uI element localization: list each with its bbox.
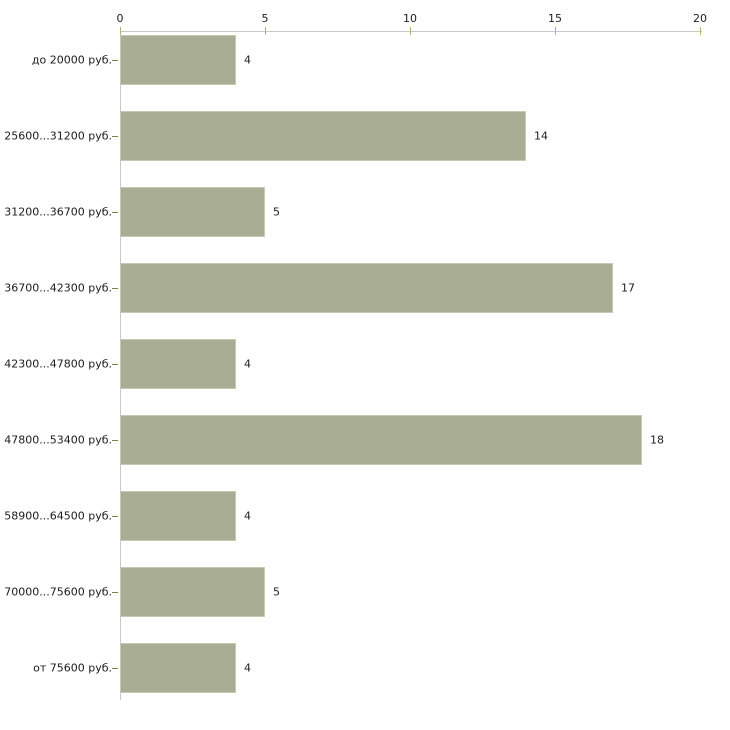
value-label: 14: [534, 129, 548, 143]
category-label: 42300...47800 руб.: [4, 357, 112, 371]
bar-row: 47800...53400 руб. 18: [0, 415, 730, 465]
value-label: 18: [650, 433, 664, 447]
value-label: 17: [621, 281, 635, 295]
value-label: 4: [244, 357, 251, 371]
category-label: 31200...36700 руб.: [4, 205, 112, 219]
x-axis-line: [120, 31, 702, 32]
value-label: 4: [244, 53, 251, 67]
bar: [120, 339, 236, 389]
x-tick-mark: [410, 27, 411, 35]
y-tick-mark: [112, 516, 118, 517]
y-tick-mark: [112, 440, 118, 441]
value-label: 4: [244, 509, 251, 523]
category-label: 58900...64500 руб.: [4, 509, 112, 523]
bar-row: 31200...36700 руб. 5: [0, 187, 730, 237]
category-label: от 75600 руб.: [33, 661, 112, 675]
value-label: 5: [273, 585, 280, 599]
category-label: 25600...31200 руб.: [4, 129, 112, 143]
x-tick-mark: [555, 27, 556, 35]
y-tick-mark: [112, 288, 118, 289]
x-tick-mark: [700, 27, 701, 35]
bar-row: до 20000 руб. 4: [0, 35, 730, 85]
category-label: 70000...75600 руб.: [4, 585, 112, 599]
bar: [120, 415, 642, 465]
bar: [120, 111, 526, 161]
x-tick-label: 5: [261, 12, 269, 25]
x-tick-mark: [120, 27, 121, 35]
x-tick-mark: [265, 27, 266, 35]
bar: [120, 567, 265, 617]
bar-row: 36700...42300 руб. 17: [0, 263, 730, 313]
y-tick-mark: [112, 212, 118, 213]
y-tick-mark: [112, 364, 118, 365]
category-label: до 20000 руб.: [31, 53, 112, 67]
y-tick-mark: [112, 60, 118, 61]
value-label: 4: [244, 661, 251, 675]
bar: [120, 35, 236, 85]
y-tick-mark: [112, 592, 118, 593]
bar-row: 42300...47800 руб. 4: [0, 339, 730, 389]
category-label: 47800...53400 руб.: [4, 433, 112, 447]
x-tick-label: 0: [116, 12, 124, 25]
bar-row: 25600...31200 руб. 14: [0, 111, 730, 161]
bar: [120, 187, 265, 237]
x-tick-label: 20: [693, 12, 707, 25]
y-tick-mark: [112, 668, 118, 669]
bar: [120, 491, 236, 541]
bar-row: 58900...64500 руб. 4: [0, 491, 730, 541]
category-label: 36700...42300 руб.: [4, 281, 112, 295]
bar-row: от 75600 руб. 4: [0, 643, 730, 693]
bar: [120, 643, 236, 693]
y-tick-mark: [112, 136, 118, 137]
x-tick-label: 10: [403, 12, 417, 25]
value-label: 5: [273, 205, 280, 219]
bar: [120, 263, 613, 313]
bar-row: 70000...75600 руб. 5: [0, 567, 730, 617]
x-tick-label: 15: [548, 12, 562, 25]
